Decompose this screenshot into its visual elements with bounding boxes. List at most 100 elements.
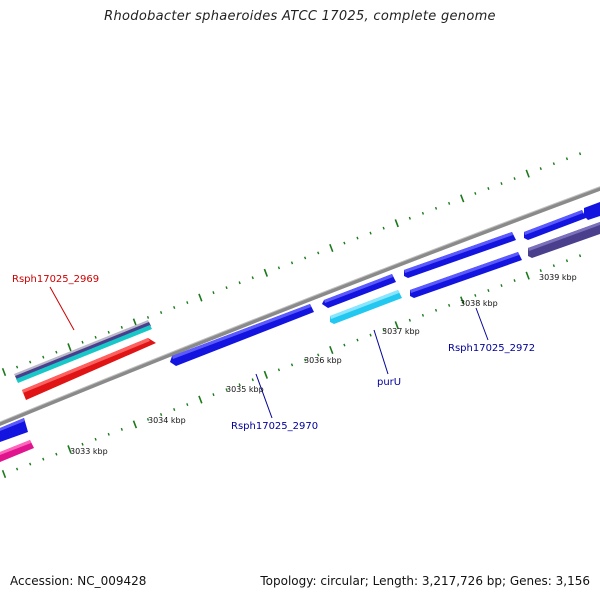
inner-tick-mark bbox=[198, 395, 203, 404]
gene-3038-upper[interactable] bbox=[404, 232, 516, 278]
inner-tick-mark bbox=[277, 368, 281, 372]
inner-tick-mark bbox=[67, 445, 72, 454]
gene-label-rsph17025-2970[interactable]: Rsph17025_2970 bbox=[231, 421, 318, 432]
inner-tick-mark bbox=[578, 254, 582, 258]
inner-tick-mark bbox=[173, 408, 176, 411]
inner-tick-mark bbox=[15, 467, 19, 471]
inner-tick-mark bbox=[186, 403, 189, 407]
inner-tick-mark bbox=[525, 271, 530, 280]
inner-tick-mark bbox=[565, 259, 569, 263]
leader-rsph17025-2970 bbox=[255, 373, 273, 419]
accession-text: Accession: NC_009428 bbox=[10, 574, 147, 588]
outer-tick-mark bbox=[500, 182, 503, 185]
gene-stack-left[interactable] bbox=[14, 320, 152, 383]
tick-label-3036: 3036 kbp bbox=[304, 356, 342, 365]
genome-summary-text: Topology: circular; Length: 3,217,726 bp… bbox=[260, 574, 590, 588]
outer-tick-mark bbox=[408, 216, 411, 220]
outer-tick-mark bbox=[382, 226, 385, 230]
inner-tick-mark bbox=[290, 363, 294, 367]
inner-tick-mark bbox=[343, 343, 346, 347]
outer-tick-mark bbox=[448, 201, 451, 205]
outer-tick-mark bbox=[238, 281, 241, 285]
leader-purU bbox=[373, 329, 389, 375]
inner-tick-mark bbox=[81, 442, 84, 446]
inner-tick-mark bbox=[408, 318, 411, 322]
leader-rsph17025-2972 bbox=[475, 307, 489, 341]
gene-3039-dark[interactable] bbox=[528, 222, 600, 258]
inner-tick-mark bbox=[132, 420, 138, 429]
gene-left-magenta[interactable] bbox=[0, 440, 34, 462]
outer-tick-mark bbox=[29, 360, 32, 364]
tick-label-3038: 3038 kbp bbox=[460, 299, 498, 308]
outer-tick-mark bbox=[290, 261, 294, 265]
outer-tick-mark bbox=[421, 211, 425, 215]
inner-tick-mark bbox=[212, 393, 215, 397]
inner-tick-mark bbox=[448, 303, 451, 307]
inner-tick-mark bbox=[225, 388, 228, 392]
inner-tick-mark bbox=[1, 469, 7, 479]
outer-tick-mark bbox=[55, 350, 58, 354]
inner-tick-mark bbox=[513, 279, 516, 283]
inner-tick-mark bbox=[120, 427, 123, 431]
inner-tick-mark bbox=[146, 417, 150, 421]
tick-label-3037: 3037 kbp bbox=[382, 327, 420, 336]
inner-tick-mark bbox=[329, 345, 334, 355]
gene-right-edge[interactable] bbox=[584, 202, 600, 220]
inner-tick-mark bbox=[238, 383, 241, 387]
outer-tick-mark bbox=[120, 325, 123, 329]
gene-left-fragment[interactable] bbox=[0, 418, 28, 442]
inner-tick-mark bbox=[159, 413, 163, 416]
outer-tick-mark bbox=[356, 236, 359, 240]
outer-tick-mark bbox=[539, 167, 542, 171]
outer-tick-mark bbox=[434, 206, 438, 210]
map-title: Rhodobacter sphaeroides ATCC 17025, comp… bbox=[104, 9, 496, 24]
gene-3036-upper[interactable] bbox=[322, 274, 396, 308]
outer-tick-mark bbox=[343, 241, 346, 245]
outer-tick-mark bbox=[159, 311, 163, 314]
outer-tick-mark bbox=[460, 194, 465, 203]
gene-label-rsph17025-2972[interactable]: Rsph17025_2972 bbox=[448, 343, 535, 354]
inner-tick-mark bbox=[94, 437, 97, 441]
gene-rsph17025-2969[interactable] bbox=[22, 338, 156, 400]
gene-label-rsph17025-2969[interactable]: Rsph17025_2969 bbox=[12, 274, 99, 285]
tick-label-3033: 3033 kbp bbox=[70, 447, 108, 456]
inner-tick-mark bbox=[304, 358, 307, 362]
inner-tick-mark bbox=[434, 308, 438, 312]
leader-rsph17025-2969 bbox=[49, 286, 75, 331]
outer-tick-mark bbox=[578, 152, 582, 156]
outer-tick-mark bbox=[42, 355, 45, 359]
gene-3039-upper[interactable] bbox=[524, 210, 586, 240]
inner-tick-mark bbox=[356, 338, 359, 342]
outer-tick-mark bbox=[251, 276, 254, 280]
outer-tick-mark bbox=[107, 330, 110, 334]
outer-tick-mark bbox=[317, 251, 320, 255]
inner-tick-mark bbox=[500, 284, 503, 287]
gene-rsph17025-2970[interactable] bbox=[170, 304, 314, 366]
inner-tick-mark bbox=[29, 462, 32, 466]
outer-tick-mark bbox=[15, 365, 19, 369]
inner-tick-mark bbox=[55, 452, 58, 456]
outer-tick-mark bbox=[94, 335, 97, 339]
inner-tick-mark bbox=[317, 353, 320, 357]
gene-label-purU[interactable]: purU bbox=[377, 377, 401, 388]
inner-tick-mark bbox=[251, 378, 254, 382]
gene-purU[interactable] bbox=[330, 290, 402, 324]
inner-tick-mark bbox=[42, 457, 45, 461]
outer-tick-mark bbox=[81, 340, 84, 344]
inner-tick-mark bbox=[369, 333, 372, 337]
inner-tick-mark bbox=[263, 370, 269, 379]
outer-tick-mark bbox=[565, 157, 569, 161]
outer-tick-mark bbox=[67, 343, 72, 352]
outer-tick-mark bbox=[304, 256, 307, 260]
inner-tick-mark bbox=[107, 432, 110, 436]
outer-tick-mark bbox=[394, 219, 399, 228]
outer-tick-mark bbox=[198, 293, 203, 302]
outer-tick-mark bbox=[474, 191, 477, 195]
inner-tick-mark bbox=[552, 264, 555, 268]
outer-tick-mark bbox=[1, 367, 7, 377]
outer-tick-mark bbox=[277, 266, 281, 270]
gene-rsph17025-2972[interactable] bbox=[410, 252, 522, 298]
outer-tick-mark bbox=[525, 169, 530, 178]
inner-tick-mark bbox=[460, 296, 465, 305]
